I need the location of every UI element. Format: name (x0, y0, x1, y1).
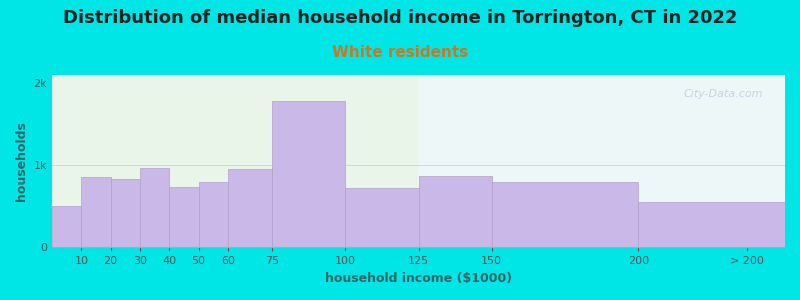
Text: City-Data.com: City-Data.com (683, 89, 763, 99)
Bar (492, 182, 638, 247)
Bar (346, 188, 418, 248)
Bar (228, 169, 272, 248)
Bar (418, 75, 785, 248)
Bar (272, 101, 346, 247)
Bar (82, 177, 110, 248)
Text: Distribution of median household income in Torrington, CT in 2022: Distribution of median household income … (62, 9, 738, 27)
Bar (110, 179, 140, 248)
Text: White residents: White residents (332, 45, 468, 60)
Bar (140, 168, 170, 248)
Y-axis label: households: households (15, 121, 28, 201)
Bar (418, 176, 492, 248)
Bar (52, 206, 82, 247)
X-axis label: household income ($1000): household income ($1000) (325, 272, 512, 285)
Bar (198, 182, 228, 247)
Bar (638, 202, 785, 248)
Bar (170, 187, 198, 247)
